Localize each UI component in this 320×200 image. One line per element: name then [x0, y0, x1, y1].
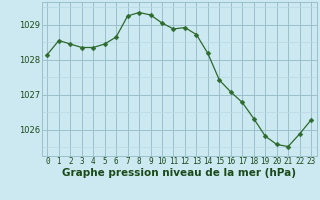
X-axis label: Graphe pression niveau de la mer (hPa): Graphe pression niveau de la mer (hPa) — [62, 168, 296, 178]
